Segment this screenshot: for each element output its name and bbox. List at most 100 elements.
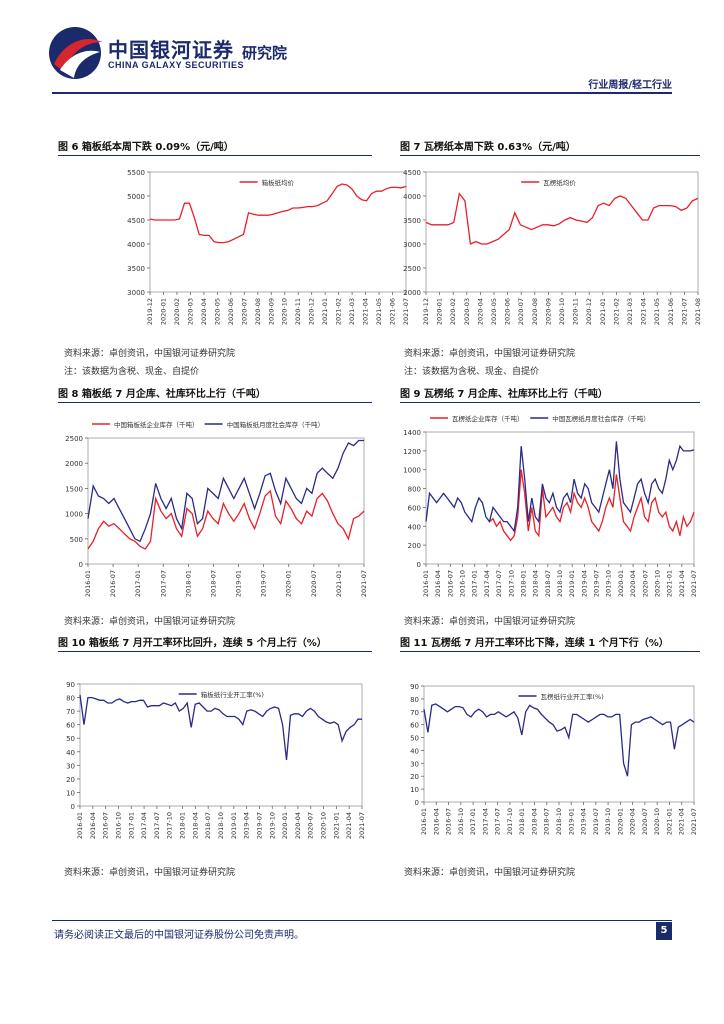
y-tick-label: 10 — [410, 786, 419, 794]
x-tick-label: 2020-11 — [572, 298, 580, 325]
series-line — [79, 694, 362, 760]
x-tick-label: 2020-04 — [200, 298, 208, 325]
y-tick-label: 50 — [410, 735, 419, 743]
x-tick-label: 2021-02 — [335, 298, 343, 325]
figure-title: 图 7 瓦楞纸本周下跌 0.63%（元/吨） — [400, 142, 576, 153]
y-tick-label: 400 — [408, 523, 421, 531]
y-tick-label: 80 — [410, 696, 419, 704]
institute-label: 研究院 — [242, 44, 288, 62]
legend-label: 瓦楞纸均价 — [543, 178, 576, 187]
y-tick-label: 70 — [66, 708, 75, 716]
x-tick-label: 2021-01 — [335, 570, 343, 597]
x-tick-label: 2018-07 — [543, 808, 551, 835]
x-tick-label: 2021-04 — [678, 808, 686, 835]
y-tick-label: 30 — [410, 760, 419, 768]
y-tick-label: 2500 — [65, 435, 83, 443]
x-tick-label: 2020-07 — [310, 570, 318, 597]
y-tick-label: 4500 — [403, 169, 421, 177]
y-tick-label: 60 — [66, 722, 75, 730]
x-tick-label: 2020-09 — [544, 298, 552, 325]
x-tick-label: 2017-10 — [507, 570, 515, 597]
x-tick-label: 2016-01 — [76, 812, 84, 839]
x-tick-label: 2021-05 — [653, 298, 661, 325]
x-tick-label: 2020-12 — [308, 298, 316, 325]
y-tick-label: 90 — [410, 683, 419, 691]
figure-source: 资料来源：卓创资讯，中国银河证券研究院 — [404, 349, 576, 359]
y-tick-label: 2500 — [403, 265, 421, 273]
y-tick-label: 4000 — [403, 193, 421, 201]
x-tick-label: 2020-12 — [585, 298, 593, 325]
legend-label: 中国箱板纸月度社会库存（千吨） — [227, 420, 325, 429]
x-tick-label: 2021-01 — [599, 298, 607, 325]
y-tick-label: 500 — [70, 536, 83, 544]
x-tick-label: 2016-10 — [114, 812, 122, 839]
x-tick-label: 2019-10 — [268, 812, 276, 839]
x-tick-label: 2016-01 — [422, 570, 430, 597]
x-tick-label: 2020-10 — [281, 298, 289, 325]
x-tick-label: 2018-10 — [556, 570, 564, 597]
legend-label: 箱板纸均价 — [262, 178, 295, 187]
figure-rule — [400, 402, 700, 403]
x-tick-label: 2021-01 — [666, 570, 674, 597]
x-tick-label: 2021-04 — [362, 298, 370, 325]
y-tick-label: 5000 — [127, 193, 145, 201]
x-tick-label: 2017-04 — [140, 812, 148, 839]
x-tick-label: 2019-10 — [605, 570, 613, 597]
figure-source: 资料来源：卓创资讯，中国银河证券研究院 — [64, 617, 236, 627]
x-tick-label: 2017-07 — [153, 812, 161, 839]
x-tick-label: 2020-08 — [531, 298, 539, 325]
y-tick-label: 1200 — [403, 448, 421, 456]
x-tick-label: 2016-01 — [420, 808, 428, 835]
x-tick-label: 2020-07 — [517, 298, 525, 325]
chart-11: 0 10 20 30 40 50 60 70 80 90 2016-01 2016-04 2016-07… — [410, 683, 698, 835]
y-tick-label: 4000 — [127, 241, 145, 249]
x-tick-label: 2019-07 — [255, 812, 263, 839]
x-tick-label: 2020-01 — [436, 298, 444, 325]
x-tick-label: 2021-07 — [358, 812, 366, 839]
y-tick-label: 800 — [408, 486, 421, 494]
x-tick-label: 2020-07 — [240, 298, 248, 325]
x-tick-label: 2020-07 — [641, 808, 649, 835]
x-tick-label: 2018-01 — [179, 812, 187, 839]
x-tick-label: 2021-01 — [332, 812, 340, 839]
x-tick-label: 2017-01 — [469, 808, 477, 835]
x-tick-label: 2020-01 — [617, 570, 625, 597]
x-tick-label: 2016-04 — [432, 808, 440, 835]
y-tick-label: 3500 — [127, 265, 145, 273]
x-tick-label: 2016-07 — [446, 570, 454, 597]
x-tick-label: 2019-04 — [243, 812, 251, 839]
y-tick-label: 10 — [66, 789, 75, 797]
x-tick-label: 2017-01 — [127, 812, 135, 839]
y-tick-label: 3000 — [403, 241, 421, 249]
brand-name-en: CHINA GALAXY SECURITIES — [108, 60, 245, 70]
x-tick-label: 2020-04 — [629, 808, 637, 835]
figure-source: 资料来源：卓创资讯，中国银河证券研究院 — [64, 868, 236, 878]
chart-8: 0 500 1000 1500 2000 2500 2016-01 2016-07 2017-0… — [65, 420, 368, 597]
x-tick-label: 2021-07 — [690, 808, 698, 835]
x-tick-label: 2017-07 — [159, 570, 167, 597]
x-tick-label: 2019-01 — [235, 570, 243, 597]
x-tick-label: 2017-04 — [483, 570, 491, 597]
chart-9: 0 200 400 600 800 1000 1200 1400 2016-01 2016-04 2… — [403, 414, 698, 597]
x-tick-label: 2019-01 — [567, 808, 575, 835]
x-tick-label: 2019-01 — [230, 812, 238, 839]
x-tick-label: 2020-02 — [449, 298, 457, 325]
x-tick-label: 2018-10 — [217, 812, 225, 839]
x-tick-label: 2019-01 — [568, 570, 576, 597]
x-tick-label: 2021-02 — [612, 298, 620, 325]
legend-label: 中国瓦楞纸月度社会库存（千吨） — [552, 414, 650, 423]
series-line — [425, 441, 695, 533]
x-tick-label: 2016-07 — [102, 812, 110, 839]
figure-title: 图 8 箱板纸 7 月企库、社库环比上行（千吨） — [58, 389, 266, 400]
y-tick-label: 3500 — [403, 217, 421, 225]
figure-title: 图 6 箱板纸本周下跌 0.09%（元/吨） — [58, 142, 234, 153]
x-tick-label: 2021-06 — [389, 298, 397, 325]
x-tick-label: 2021-04 — [345, 812, 353, 839]
plot-frame — [425, 431, 695, 565]
figure-title: 图 10 箱板纸 7 月开工率环比回升，连续 5 个月上行（%） — [58, 638, 327, 649]
y-tick-label: 2000 — [403, 289, 421, 297]
y-tick-label: 1500 — [65, 485, 83, 493]
x-tick-label: 2018-04 — [532, 570, 540, 597]
figure-title: 图 9 瓦楞纸 7 月企库、社库环比上行（千吨） — [400, 389, 608, 400]
x-tick-label: 2016-10 — [459, 570, 467, 597]
